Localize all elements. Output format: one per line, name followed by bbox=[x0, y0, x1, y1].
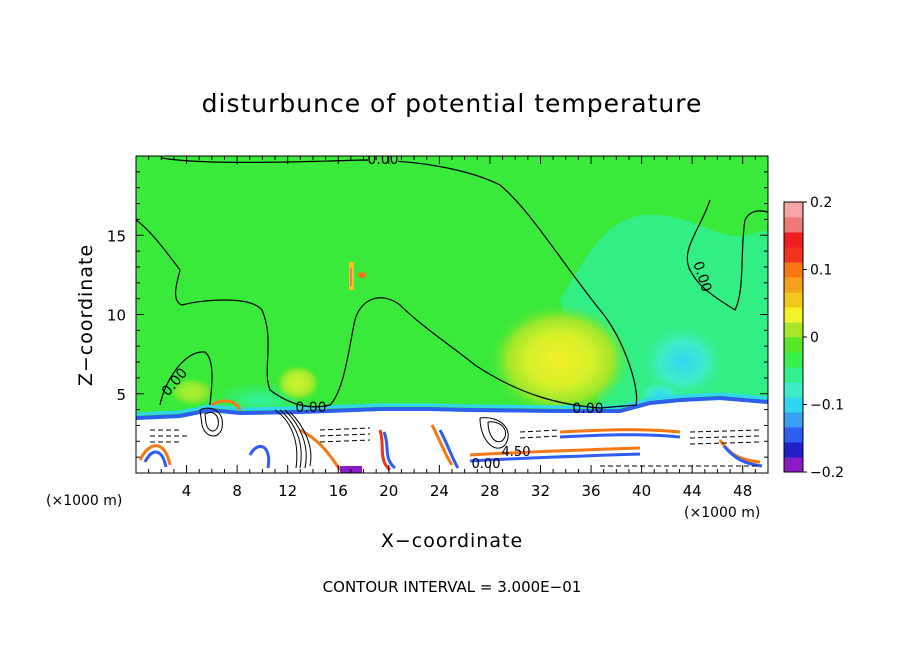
x-unit-right: (×1000 m) bbox=[684, 505, 760, 521]
zero-contour-right bbox=[686, 199, 768, 311]
plot-area: 0.00 0.00 0.00 0.00 0.00 0.00 4.50 bbox=[136, 152, 768, 473]
contour-label: 0.00 bbox=[295, 400, 326, 416]
x-tick-label: 24 bbox=[430, 482, 449, 500]
colorbar-swatch bbox=[784, 292, 803, 308]
colorbar-swatch bbox=[784, 382, 803, 398]
x-tick-label: 12 bbox=[278, 482, 297, 500]
x-tick-label: 36 bbox=[581, 482, 600, 500]
x-axis-ticks: 4 8 12 16 20 24 28 32 36 40 44 48 bbox=[148, 156, 756, 500]
x-tick-label: 4 bbox=[182, 482, 192, 500]
colorbar-swatch bbox=[784, 427, 803, 443]
colorbar: 0.2 0.1 0 −0.1 −0.2 bbox=[783, 195, 844, 481]
x-tick-label: 48 bbox=[733, 482, 752, 500]
colorbar-swatch bbox=[784, 232, 803, 248]
chart-title: disturbunce of potential temperature bbox=[202, 89, 703, 118]
surface-anomalies bbox=[138, 399, 763, 472]
field-region-warm bbox=[490, 305, 630, 415]
colorbar-swatch bbox=[784, 412, 803, 428]
x-tick-label: 32 bbox=[531, 482, 550, 500]
warm-spot-2 bbox=[358, 272, 366, 278]
colorbar-swatch bbox=[784, 262, 803, 278]
surface-cyan-edge bbox=[136, 392, 768, 416]
colorbar-swatch bbox=[784, 352, 803, 368]
warm-spot-1-core bbox=[350, 268, 352, 286]
colorbar-swatch bbox=[784, 277, 803, 293]
field-region-warm-left bbox=[170, 378, 214, 406]
colorbar-swatch bbox=[784, 217, 803, 233]
colorbar-swatch bbox=[784, 397, 803, 413]
y-tick-label: 5 bbox=[116, 386, 126, 404]
zero-contour-main bbox=[136, 157, 638, 409]
x-tick-label: 40 bbox=[632, 482, 651, 500]
x-tick-label: 20 bbox=[379, 482, 398, 500]
x-tick-label: 28 bbox=[480, 482, 499, 500]
y-axis-label: Z−coordinate bbox=[75, 244, 97, 386]
y-axis-ticks: 5 10 15 bbox=[107, 171, 768, 458]
contour-label: 0.00 bbox=[572, 401, 603, 417]
colorbar-swatch bbox=[784, 457, 803, 473]
zero-contour-left bbox=[159, 351, 213, 406]
colorbar-swatch bbox=[784, 202, 803, 218]
surface-blue-edge bbox=[136, 395, 768, 420]
colorbar-tick-label: 0 bbox=[810, 330, 819, 346]
colorbar-swatch bbox=[784, 247, 803, 263]
colorbar-tick-label: 0.2 bbox=[810, 195, 832, 211]
colorbar-swatch bbox=[784, 367, 803, 383]
field-region-warm-small bbox=[276, 365, 320, 401]
x-unit-left: (×1000 m) bbox=[46, 493, 122, 509]
y-tick-label: 10 bbox=[107, 307, 126, 325]
field-region-cyan bbox=[641, 324, 725, 400]
colorbar-swatch bbox=[784, 442, 803, 458]
contour-label: 0.00 bbox=[472, 457, 501, 472]
x-tick-label: 16 bbox=[329, 482, 348, 500]
x-axis-label: X−coordinate bbox=[381, 530, 523, 552]
colorbar-swatch bbox=[784, 337, 803, 353]
surface-contours bbox=[150, 407, 761, 469]
x-tick-label: 8 bbox=[232, 482, 242, 500]
contour-label: 0.00 bbox=[367, 152, 398, 168]
colorbar-tick-label: 0.1 bbox=[810, 263, 832, 279]
contour-label: 4.50 bbox=[502, 445, 531, 460]
colorbar-tick-label: −0.2 bbox=[810, 465, 844, 481]
colorbar-swatch bbox=[784, 322, 803, 338]
colorbar-tick-label: −0.1 bbox=[810, 398, 844, 414]
x-tick-label: 44 bbox=[683, 482, 702, 500]
colorbar-swatch bbox=[784, 307, 803, 323]
contour-interval-note: CONTOUR INTERVAL = 3.000E−01 bbox=[323, 578, 582, 596]
y-tick-label: 15 bbox=[107, 227, 126, 245]
